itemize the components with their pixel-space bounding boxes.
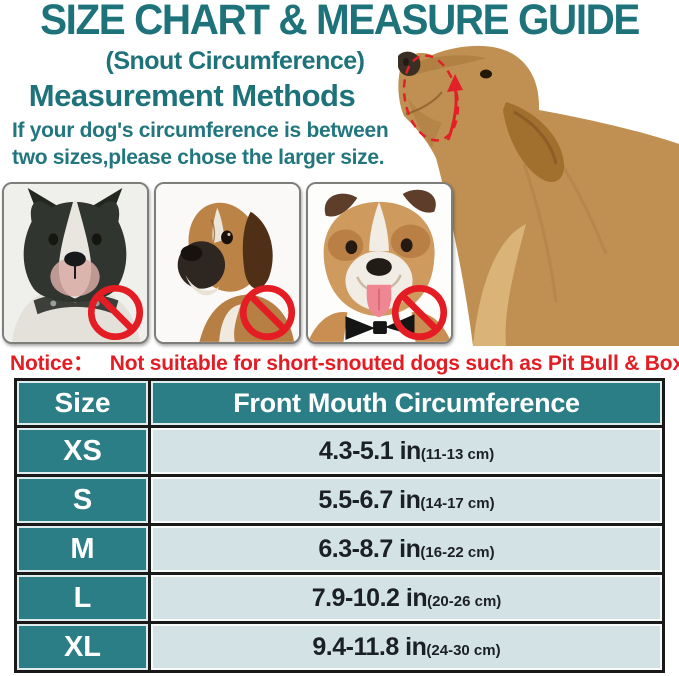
circumference-cell-xs: 4.3-5.1 in(11-13 cm) xyxy=(151,428,662,474)
inches-value: 5.5-6.7 in xyxy=(318,485,421,514)
pitbull-photo xyxy=(2,182,149,344)
notice-label: Notice： xyxy=(10,352,94,375)
bulldog-photo xyxy=(306,182,453,344)
instruction-line-2: two sizes,please chose the larger size. xyxy=(12,146,385,170)
prohibition-icon xyxy=(391,284,448,341)
size-cell-xl: XL xyxy=(17,624,148,670)
column-header-size: Size xyxy=(17,381,148,425)
boxer-photo xyxy=(154,182,301,344)
circumference-cell-xl: 9.4-11.8 in(24-30 cm) xyxy=(151,624,662,670)
inches-value: 7.9-10.2 in xyxy=(311,583,428,612)
prohibition-icon xyxy=(239,284,296,341)
dog-eye xyxy=(480,69,492,79)
subtitle: (Snout Circumference) xyxy=(105,47,365,75)
cm-value: (11-13 cm) xyxy=(420,445,495,463)
circumference-cell-l: 7.9-10.2 in(20-26 cm) xyxy=(151,575,662,621)
notice-body: Not suitable for short-snouted dogs such… xyxy=(109,352,679,375)
circumference-cell-s: 5.5-6.7 in(14-17 cm) xyxy=(151,477,662,523)
excluded-breed-photos xyxy=(2,182,453,344)
main-dog-photo xyxy=(398,45,679,346)
size-cell-xs: XS xyxy=(17,428,148,474)
cm-value: (14-17 cm) xyxy=(420,494,495,512)
dog-ear-inner-shadow xyxy=(513,110,558,165)
column-header-circumference: Front Mouth Circumference xyxy=(151,381,662,425)
inches-value: 6.3-8.7 in xyxy=(318,534,421,563)
size-chart-table: Size Front Mouth Circumference XS 4.3-5.… xyxy=(14,378,665,673)
measurement-annotation xyxy=(402,54,463,142)
dog-ear xyxy=(503,102,565,182)
cm-value: (24-30 cm) xyxy=(426,641,501,659)
instruction-line-1: If your dog's circumference is between xyxy=(12,119,389,142)
section-heading: Measurement Methods xyxy=(28,78,356,113)
cm-value: (16-22 cm) xyxy=(420,543,495,561)
measure-arrowhead xyxy=(447,74,463,92)
size-cell-s: S xyxy=(17,477,148,523)
size-cell-m: M xyxy=(17,526,148,572)
circumference-cell-m: 6.3-8.7 in(16-22 cm) xyxy=(151,526,662,572)
page-title: SIZE CHART & MEASURE GUIDE xyxy=(0,0,679,45)
inches-value: 9.4-11.8 in xyxy=(312,632,427,661)
size-cell-l: L xyxy=(17,575,148,621)
cm-value: (20-26 cm) xyxy=(427,592,502,610)
notice-text: Notice： Not suitable for short-snouted do… xyxy=(10,347,679,377)
dog-nose xyxy=(398,51,421,76)
page-title-text: SIZE CHART & MEASURE GUIDE xyxy=(40,0,640,44)
instruction-text: If your dog's circumference is between t… xyxy=(12,117,392,172)
prohibition-icon xyxy=(87,284,144,341)
inches-value: 4.3-5.1 in xyxy=(318,436,422,465)
